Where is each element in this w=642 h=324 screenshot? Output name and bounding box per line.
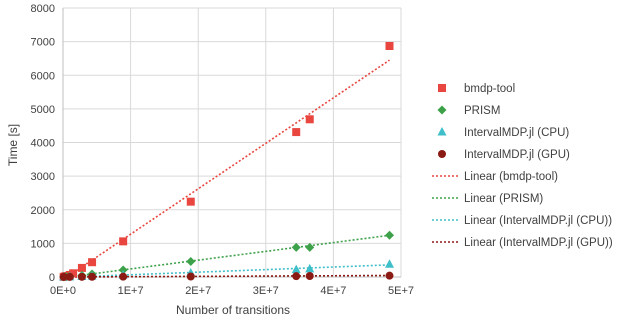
legend-label: PRISM [464,105,500,117]
legend-label: IntervalMDP.jl (CPU) [464,127,569,139]
data-point [292,272,301,281]
data-point [291,264,301,274]
data-point [118,265,128,275]
y-tick-label: 1000 [31,238,55,250]
data-point [77,272,86,281]
data-point [88,258,97,267]
legend-marker [438,84,446,92]
legend: bmdp-tool PRISM IntervalMDP.jl (CPU) Interv… [432,83,613,249]
y-tick-label: 5000 [31,104,55,116]
legend-marker [438,150,446,158]
data-point [186,272,195,281]
data-point [77,263,86,272]
trendline [62,59,390,281]
trendline [62,264,390,279]
x-tick-label: 2E+7 [185,285,211,297]
x-tick-label: 5E+7 [388,285,414,297]
y-tick-label: 4000 [31,138,55,150]
data-point [291,242,301,252]
legend-label: Linear (bmdp-tool) [464,171,558,183]
data-point [305,115,314,124]
y-tick-label: 8000 [31,3,55,15]
data-markers [59,41,395,282]
x-tick-label: 4E+7 [320,285,346,297]
data-point [305,271,314,280]
legend-label: Linear (PRISM) [464,193,543,205]
data-point [385,41,394,50]
data-point [305,242,315,252]
x-tick-label: 3E+7 [253,285,279,297]
data-point [119,237,128,246]
y-tick-label: 7000 [31,37,55,49]
y-axis-title: Time [s] [6,124,20,166]
data-point [385,259,395,268]
tick-labels: 0 1000 2000 3000 4000 5000 6000 7000 8000 0E+0 1E+… [31,3,414,297]
data-point [305,263,315,273]
data-point [186,257,196,267]
gridlines [63,7,402,277]
data-point [186,197,195,206]
x-tick-label: 1E+7 [118,285,144,297]
trendline [62,274,390,278]
y-tick-label: 0 [49,272,55,284]
trendlines [62,59,390,281]
legend-label: Linear (IntervalMDP.jl (GPU)) [464,237,613,249]
data-point [59,272,68,281]
data-point [385,271,394,280]
y-tick-label: 3000 [31,171,55,183]
trendline [62,234,390,279]
data-point [385,230,395,240]
data-point [88,272,97,281]
y-tick-label: 2000 [31,205,55,217]
y-tick-label: 6000 [31,70,55,82]
x-axis-title: Number of transitions [176,303,290,317]
data-point [119,272,128,281]
data-point [292,128,301,137]
legend-label: Linear (IntervalMDP.jl (CPU)) [464,215,612,227]
x-tick-label: 0E+0 [50,285,76,297]
legend-label: bmdp-tool [464,83,515,95]
legend-marker [437,127,447,136]
legend-label: IntervalMDP.jl (GPU) [464,149,570,161]
data-point [69,269,78,278]
data-point [65,272,74,281]
legend-marker [437,105,447,115]
